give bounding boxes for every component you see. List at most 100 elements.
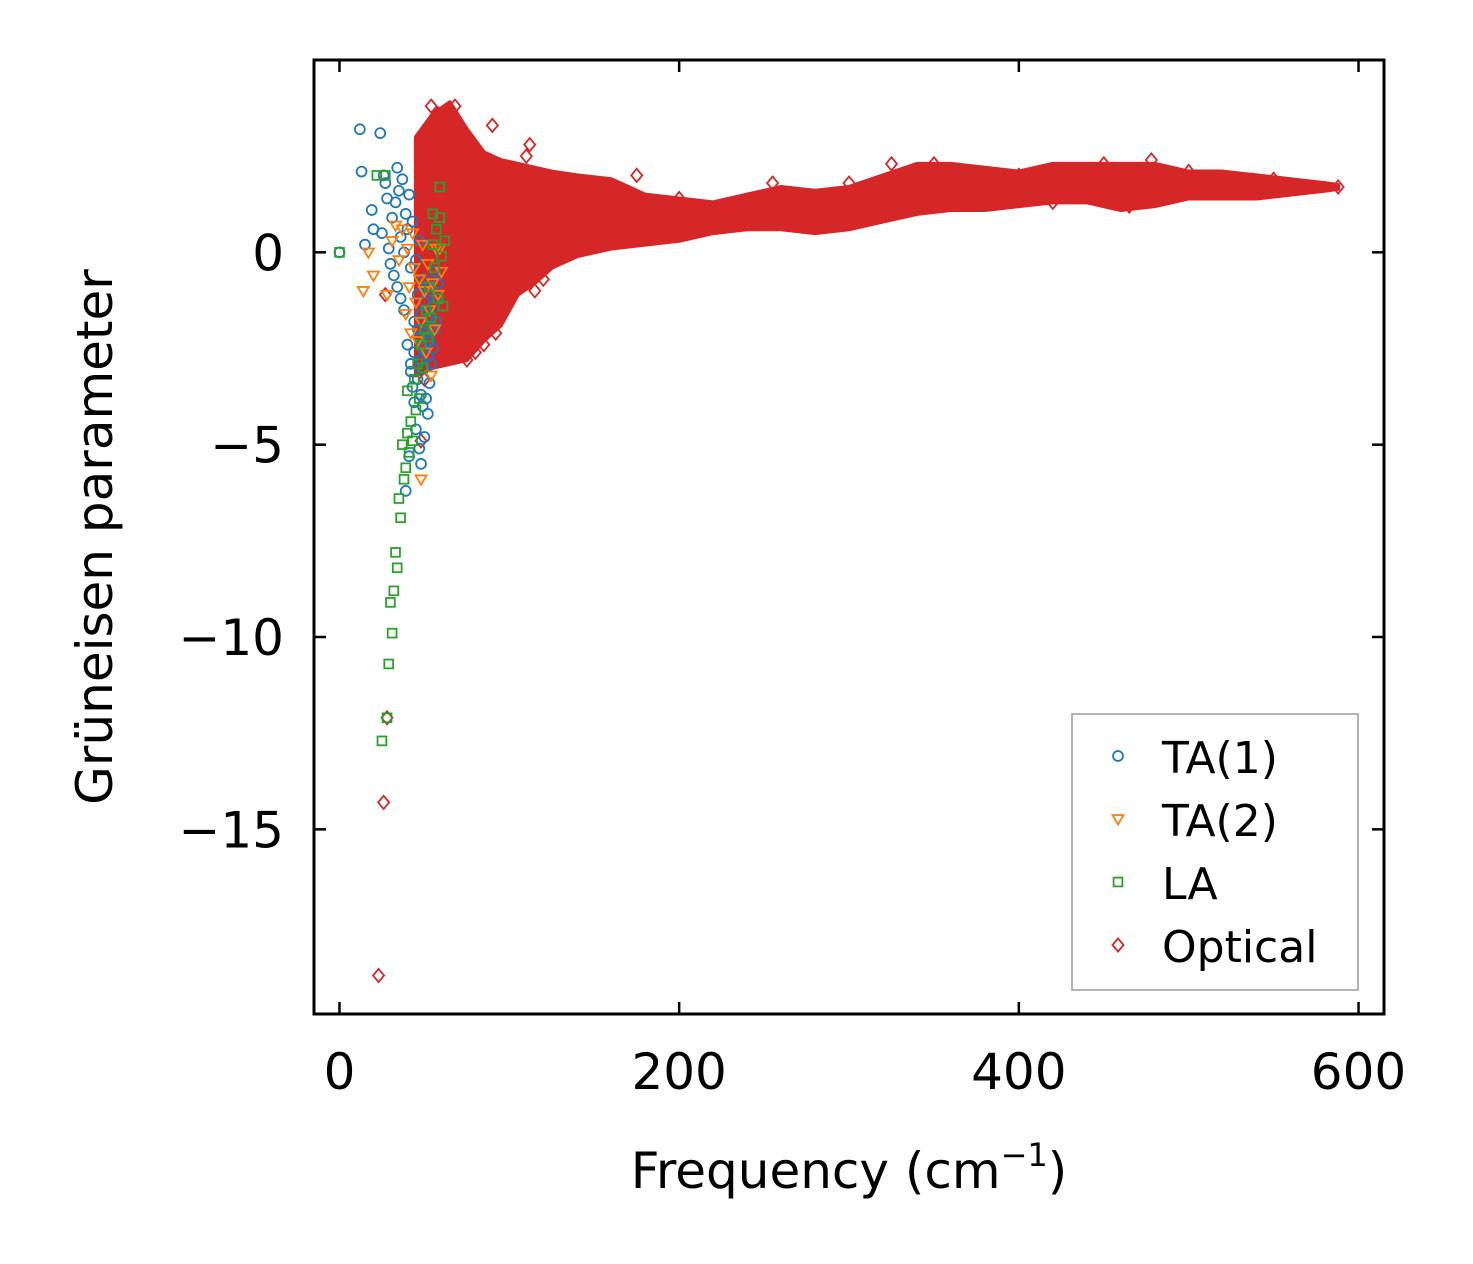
data-point: [408, 297, 423, 310]
legend-marker-ta-2: [1110, 814, 1126, 827]
legend-label: TA(2): [1161, 796, 1278, 847]
data-point: [393, 184, 405, 197]
data-point: [404, 365, 417, 378]
data-point: [429, 262, 440, 274]
data-point: [436, 250, 447, 262]
data-point: [842, 175, 856, 192]
data-point: [405, 228, 420, 241]
data-point: [407, 435, 418, 447]
data-point: [587, 186, 601, 203]
data-point: [427, 324, 442, 337]
data-point: [376, 735, 388, 747]
data-point: [485, 117, 500, 134]
data-point: [400, 243, 415, 256]
data-point: [460, 352, 474, 369]
data-point: [405, 416, 417, 427]
data-point: [519, 148, 533, 165]
data-point: [404, 358, 417, 370]
data-point: [422, 331, 434, 343]
data-point: [385, 597, 396, 608]
data-point: [383, 658, 395, 670]
plot-frame: [312, 58, 1386, 1016]
data-point: [884, 155, 899, 172]
data-point: [437, 300, 449, 312]
data-point: [333, 246, 346, 259]
data-point: [402, 385, 413, 397]
data-point: [419, 323, 430, 335]
data-point: [765, 175, 780, 192]
data-point: [382, 242, 395, 255]
data-point: [410, 404, 422, 416]
data-point: [430, 289, 446, 302]
data-point: [376, 227, 388, 239]
data-point: [430, 223, 442, 235]
data-point: [439, 235, 451, 247]
data-point: [391, 562, 403, 574]
data-point: [398, 473, 410, 485]
data-point: [379, 289, 395, 302]
optical-dense-band: [413, 100, 1341, 378]
data-point: [361, 247, 376, 260]
data-point: [417, 362, 428, 374]
data-point: [1097, 155, 1111, 172]
data-point: [413, 474, 429, 487]
legend-item-ta-2: TA(2): [1110, 796, 1278, 847]
y-tick-label: −10: [178, 609, 284, 667]
data-point: [395, 224, 410, 237]
data-point: [414, 393, 425, 404]
data-point: [390, 547, 401, 558]
series-la: [334, 170, 451, 747]
data-point: [672, 190, 686, 207]
data-point: [410, 254, 422, 266]
data-point: [1046, 194, 1060, 211]
data-point: [630, 167, 644, 184]
data-point: [413, 316, 429, 329]
data-point: [403, 188, 415, 201]
data-point: [1182, 163, 1196, 180]
data-point: [391, 161, 404, 174]
data-point: [391, 281, 404, 293]
data-point: [410, 336, 425, 349]
data-point: [389, 196, 402, 209]
data-point: [398, 309, 413, 322]
data-point: [1331, 178, 1345, 195]
data-point: [415, 458, 427, 470]
legend-label: LA: [1162, 859, 1218, 910]
x-tick-label: 600: [1311, 1043, 1406, 1101]
data-point: [1012, 167, 1026, 184]
data-point: [468, 344, 483, 361]
data-point: [391, 255, 406, 268]
data-point: [434, 212, 445, 224]
data-point: [424, 281, 435, 293]
data-point: [434, 181, 445, 193]
data-point: [1144, 152, 1158, 169]
data-point: [355, 165, 368, 178]
axis-ticks: 0 200 400 600 0 −5 −10 −15: [178, 60, 1406, 1101]
data-point: [359, 238, 371, 251]
data-point: [395, 512, 406, 524]
data-point: [396, 173, 409, 186]
data-point: [714, 217, 729, 234]
data-point: [1122, 198, 1136, 215]
data-point: [371, 967, 386, 984]
legend-item-ta-1: TA(1): [1112, 733, 1278, 784]
data-point: [354, 123, 366, 136]
data-point: [403, 328, 418, 341]
data-point: [366, 270, 381, 283]
y-tick-label: −5: [210, 417, 284, 475]
data-point: [365, 204, 378, 216]
data-point: [420, 392, 432, 405]
data-point: [334, 247, 345, 258]
data-point: [448, 98, 462, 115]
data-point: [386, 211, 398, 224]
data-point: [387, 269, 400, 282]
data-point: [418, 431, 431, 443]
legend-label: Optical: [1162, 922, 1317, 973]
legend-item-la: LA: [1112, 859, 1218, 910]
data-point: [477, 336, 491, 353]
x-tick-label: 400: [971, 1043, 1066, 1101]
legend: TA(1) TA(2) LA Optical: [1071, 713, 1359, 991]
data-point: [528, 282, 542, 299]
data-point: [356, 286, 371, 299]
